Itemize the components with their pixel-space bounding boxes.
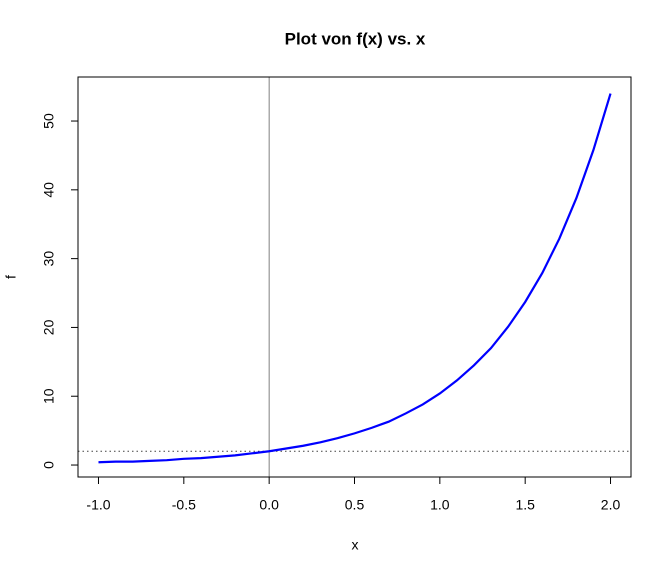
x-tick-label: 1.0 bbox=[430, 497, 450, 513]
x-tick-label: 1.5 bbox=[515, 497, 535, 513]
y-tick-label: 0 bbox=[41, 461, 57, 469]
plot-frame bbox=[77, 76, 632, 478]
y-tick-label: 30 bbox=[41, 251, 57, 267]
y-axis-label: f bbox=[3, 275, 19, 279]
y-tick-label: 20 bbox=[41, 319, 57, 335]
data-line bbox=[98, 93, 612, 464]
chart-title: Plot von f(x) vs. x bbox=[285, 29, 426, 48]
x-tick-label: -0.5 bbox=[172, 497, 196, 513]
y-tick-label: 10 bbox=[41, 388, 57, 404]
x-axis-label: x bbox=[352, 537, 359, 553]
x-tick-label: 0.0 bbox=[259, 497, 279, 513]
x-tick-label: 0.5 bbox=[345, 497, 365, 513]
x-tick-label: -1.0 bbox=[86, 497, 110, 513]
y-tick-label: 50 bbox=[41, 113, 57, 129]
y-tick-label: 40 bbox=[41, 182, 57, 198]
x-tick-label: 2.0 bbox=[601, 497, 621, 513]
